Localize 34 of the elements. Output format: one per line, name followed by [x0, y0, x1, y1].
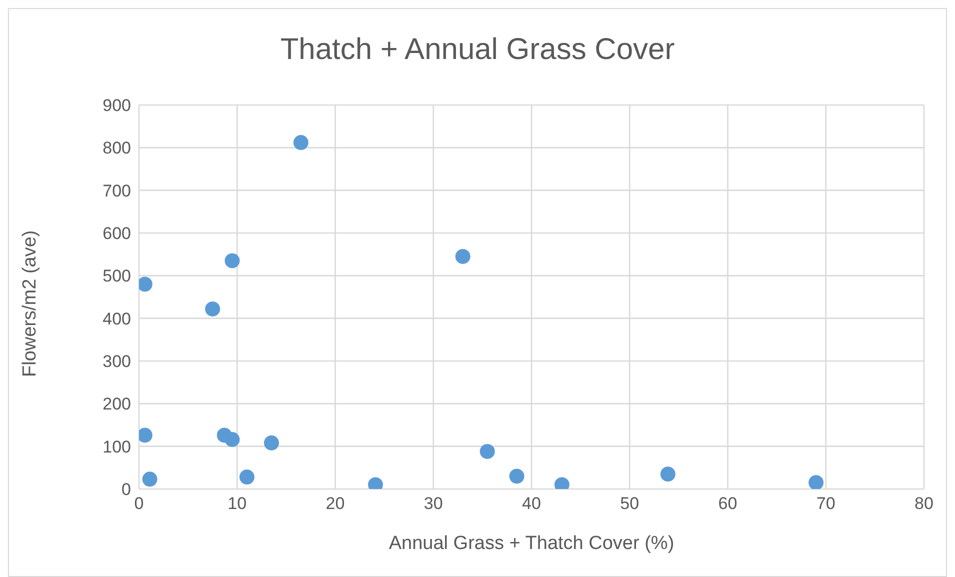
x-tick-label: 20 [326, 494, 345, 514]
y-tick-label: 600 [102, 224, 131, 244]
point [224, 432, 240, 448]
x-tick-label: 70 [816, 494, 836, 514]
point [205, 301, 220, 316]
point [480, 444, 495, 459]
point [142, 472, 158, 487]
x-tick-label: 30 [424, 494, 443, 514]
point [239, 470, 254, 485]
x-tick-label: 60 [718, 494, 738, 514]
y-tick-label: 400 [102, 309, 131, 328]
x-tick-label: 50 [620, 494, 640, 514]
point [660, 466, 676, 482]
chart-title: Thatch + Annual Grass Cover [279, 32, 676, 68]
y-tick-label: 0 [122, 480, 131, 500]
x-tick-label: 40 [522, 494, 541, 514]
y-tick-label: 700 [102, 181, 131, 200]
y-tick-label: 100 [102, 437, 131, 456]
point [293, 135, 308, 150]
y-tick-label: 300 [102, 352, 131, 372]
y-tick-label: 500 [102, 266, 131, 286]
point [509, 468, 524, 484]
point [264, 435, 279, 450]
y-axis-title: Flowers/m2 (ave) [20, 230, 41, 377]
point [455, 248, 470, 264]
x-tick-label: 10 [228, 494, 247, 514]
x-axis-title: Annual Grass + Thatch Cover (%) [388, 533, 674, 554]
x-tick-label: 80 [914, 494, 934, 514]
y-tick-label: 800 [102, 138, 131, 158]
y-tick-label: 200 [102, 394, 131, 414]
point [808, 475, 824, 489]
point [224, 253, 240, 268]
y-tick-label: 900 [102, 96, 131, 116]
x-tick-label: 0 [134, 494, 144, 514]
